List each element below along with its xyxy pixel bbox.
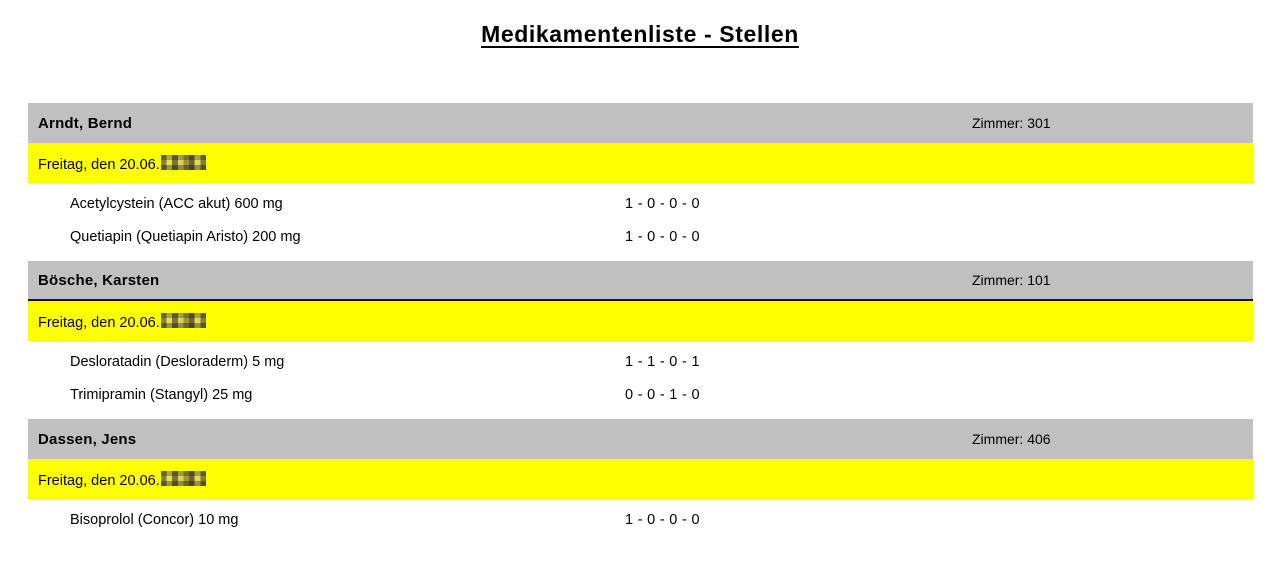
block-spacer bbox=[28, 411, 1253, 419]
medication-row: Acetylcystein (ACC akut) 600 mg 1 - 0 - … bbox=[28, 187, 1253, 220]
date-row: Freitag, den 20.06. bbox=[28, 459, 1253, 499]
medication-dose: 0 - 0 - 1 - 0 bbox=[625, 386, 700, 403]
medication-name: Quetiapin (Quetiapin Aristo) 200 mg bbox=[70, 228, 301, 245]
patient-room: Zimmer: 101 bbox=[972, 272, 1051, 288]
patient-room: Zimmer: 406 bbox=[972, 431, 1051, 447]
patient-header: Arndt, Bernd Zimmer: 301 bbox=[28, 103, 1253, 143]
medication-rows: Desloratadin (Desloraderm) 5 mg 1 - 1 - … bbox=[28, 341, 1253, 411]
medication-rows: Acetylcystein (ACC akut) 600 mg 1 - 0 - … bbox=[28, 183, 1253, 253]
medication-name: Trimipramin (Stangyl) 25 mg bbox=[70, 386, 253, 403]
medication-rows: Bisoprolol (Concor) 10 mg 1 - 0 - 0 - 0 bbox=[28, 499, 1253, 536]
medication-row: Trimipramin (Stangyl) 25 mg 0 - 0 - 1 - … bbox=[28, 378, 1253, 411]
patient-name: Dassen, Jens bbox=[38, 430, 137, 448]
redacted-year-block bbox=[160, 470, 206, 486]
date-text: Freitag, den 20.06. bbox=[38, 156, 160, 173]
date-text: Freitag, den 20.06. bbox=[38, 314, 160, 331]
medication-dose: 1 - 0 - 0 - 0 bbox=[625, 511, 700, 528]
page-title: Medikamentenliste - Stellen bbox=[0, 0, 1280, 48]
date-label: Freitag, den 20.06. bbox=[38, 312, 206, 331]
redacted-year-block bbox=[160, 154, 206, 170]
medication-name: Acetylcystein (ACC akut) 600 mg bbox=[70, 195, 283, 212]
patient-block: Bösche, Karsten Zimmer: 101 Freitag, den… bbox=[28, 261, 1253, 419]
medication-list: Arndt, Bernd Zimmer: 301 Freitag, den 20… bbox=[28, 103, 1253, 536]
medication-name: Desloratadin (Desloraderm) 5 mg bbox=[70, 353, 285, 370]
medication-name: Bisoprolol (Concor) 10 mg bbox=[70, 511, 239, 528]
patient-block: Arndt, Bernd Zimmer: 301 Freitag, den 20… bbox=[28, 103, 1253, 261]
patient-room: Zimmer: 301 bbox=[972, 115, 1051, 131]
date-label: Freitag, den 20.06. bbox=[38, 154, 206, 173]
patient-name: Arndt, Bernd bbox=[38, 114, 133, 132]
patient-header: Bösche, Karsten Zimmer: 101 bbox=[28, 261, 1253, 301]
medication-dose: 1 - 1 - 0 - 1 bbox=[625, 353, 700, 370]
medication-dose: 1 - 0 - 0 - 0 bbox=[625, 195, 700, 212]
block-spacer bbox=[28, 253, 1253, 261]
medication-dose: 1 - 0 - 0 - 0 bbox=[625, 228, 700, 245]
patient-block: Dassen, Jens Zimmer: 406 Freitag, den 20… bbox=[28, 419, 1253, 536]
medication-row: Quetiapin (Quetiapin Aristo) 200 mg 1 - … bbox=[28, 220, 1253, 253]
date-text: Freitag, den 20.06. bbox=[38, 472, 160, 489]
patient-header: Dassen, Jens Zimmer: 406 bbox=[28, 419, 1253, 459]
page-title-text: Medikamentenliste - Stellen bbox=[481, 21, 799, 47]
patient-name: Bösche, Karsten bbox=[38, 271, 160, 289]
medication-row: Bisoprolol (Concor) 10 mg 1 - 0 - 0 - 0 bbox=[28, 503, 1253, 536]
date-row: Freitag, den 20.06. bbox=[28, 143, 1253, 183]
medication-row: Desloratadin (Desloraderm) 5 mg 1 - 1 - … bbox=[28, 345, 1253, 378]
redacted-year-block bbox=[160, 312, 206, 328]
date-row: Freitag, den 20.06. bbox=[28, 301, 1253, 341]
date-label: Freitag, den 20.06. bbox=[38, 470, 206, 489]
